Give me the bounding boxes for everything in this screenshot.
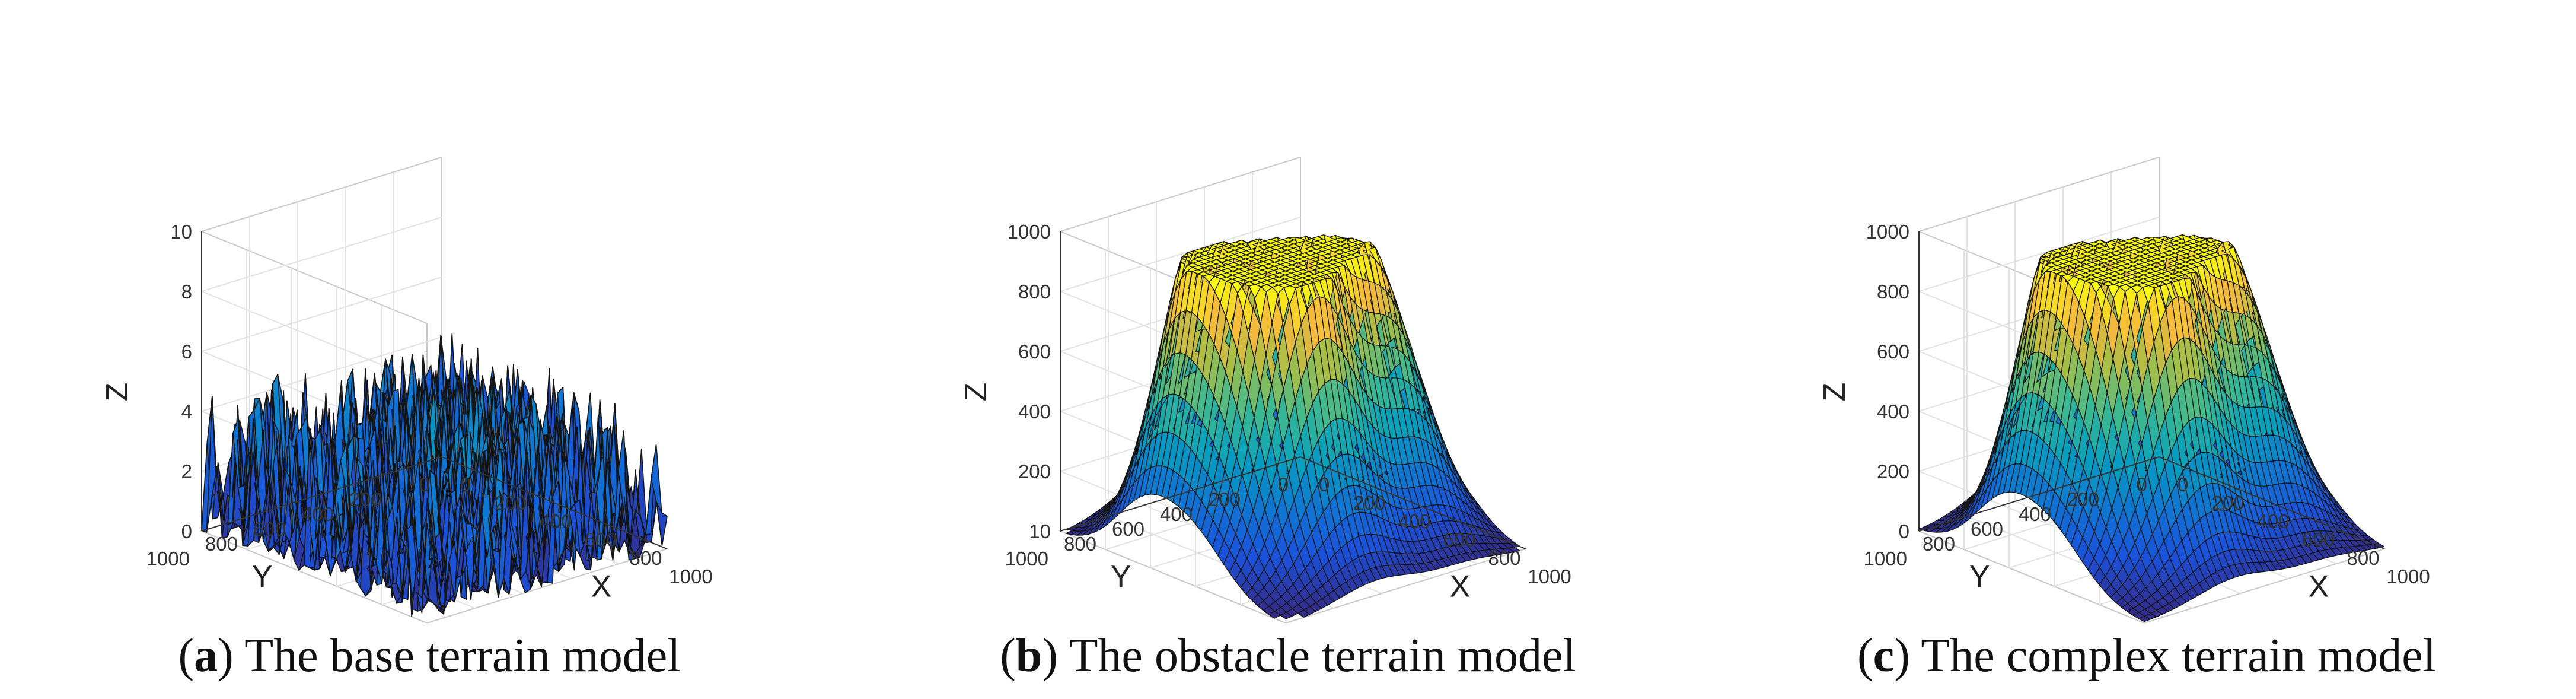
z-axis-title: Z <box>100 383 135 402</box>
z-tick-label: 400 <box>1018 401 1051 422</box>
z-tick-label: 800 <box>1018 281 1051 303</box>
z-tick-label: 10 <box>1029 520 1051 542</box>
z-tick-label: 6 <box>181 341 192 363</box>
y-tick-label: 600 <box>1112 518 1144 540</box>
y-axis-title: Y <box>252 560 273 594</box>
z-tick-label: 2 <box>181 460 192 482</box>
caption-text-a: The base terrain model <box>244 630 681 682</box>
y-tick-label: 400 <box>301 503 334 525</box>
x-tick-label: 0 <box>1319 474 1330 495</box>
y-tick-label: 1000 <box>1005 548 1048 570</box>
y-axis-title: Y <box>1111 560 1131 594</box>
surface-cell <box>656 501 668 547</box>
y-tick-label: 600 <box>253 518 286 540</box>
x-tick-label: 1000 <box>669 565 712 587</box>
caption-letter-a: a <box>194 630 218 682</box>
z-axis-title: Z <box>959 383 993 402</box>
x-tick-label: 400 <box>1398 510 1430 532</box>
y-tick-label: 800 <box>205 533 238 555</box>
x-tick-label: 600 <box>1443 529 1475 551</box>
y-tick-label: 0 <box>419 474 430 495</box>
z-tick-label: 600 <box>1018 341 1051 363</box>
z-tick-label: 4 <box>181 401 192 422</box>
caption-b: (b) The obstacle terrain model <box>1000 630 1576 682</box>
panel-b: 0 200 400 600 800 1000 0 200 400 600 800 1000 10 200 4… <box>859 0 1717 699</box>
terrain-surface <box>1065 234 1521 619</box>
terrain-surface <box>201 333 668 617</box>
x-axis-title: X <box>591 569 612 603</box>
x-tick-label: 1000 <box>1528 565 1571 587</box>
y-tick-label: 1000 <box>146 548 190 570</box>
surface-plot-a: 0 200 400 600 800 1000 0 200 400 600 800 1000 0 2 4 6 8 1… <box>100 156 713 623</box>
y-tick-label: 800 <box>1064 533 1096 555</box>
surface-plot-c: 0200400600800100002004006008001000020040… <box>1818 156 2430 623</box>
y-tick-label: 400 <box>1160 503 1193 525</box>
y-tick-label: 200 <box>349 488 382 510</box>
y-tick-label: 0 <box>1278 474 1289 495</box>
z-tick-label: 200 <box>1018 460 1051 482</box>
y-tick-label: 200 <box>1208 488 1241 510</box>
x-tick-label: 600 <box>584 529 617 551</box>
z-tick-label: 10 <box>170 221 192 243</box>
panel-c: 0 200 400 600 800 1000 0 200 400 600 800 1000 0 200 40… <box>1717 0 2576 699</box>
surface-plot-b: 0 200 400 600 800 1000 0 200 400 600 800 1000 10 200 4… <box>959 156 1571 623</box>
x-tick-label: 800 <box>1488 547 1520 569</box>
z-tick-label: 8 <box>181 281 192 303</box>
x-tick-label: 400 <box>539 510 572 532</box>
axis-lines <box>201 231 668 549</box>
x-tick-label: 0 <box>460 474 471 495</box>
panel-a: 0 200 400 600 800 1000 0 200 400 600 800 1000 0 2 4 6 8 1… <box>0 0 859 699</box>
axis-lines <box>1060 231 1526 549</box>
caption-a: (a) The base terrain model <box>178 630 681 682</box>
x-tick-label: 800 <box>629 547 662 569</box>
z-tick-label: 1000 <box>1008 221 1051 243</box>
caption-text-b: The obstacle terrain model <box>1069 630 1576 682</box>
z-tick-label: 0 <box>181 520 192 542</box>
surface-cell <box>1507 547 1520 553</box>
x-tick-label: 200 <box>1353 492 1385 514</box>
terrain-surface <box>1918 234 2385 622</box>
x-axis-title: X <box>1450 569 1471 603</box>
x-tick-label: 200 <box>494 492 527 514</box>
caption-letter-b: b <box>1015 630 1042 682</box>
